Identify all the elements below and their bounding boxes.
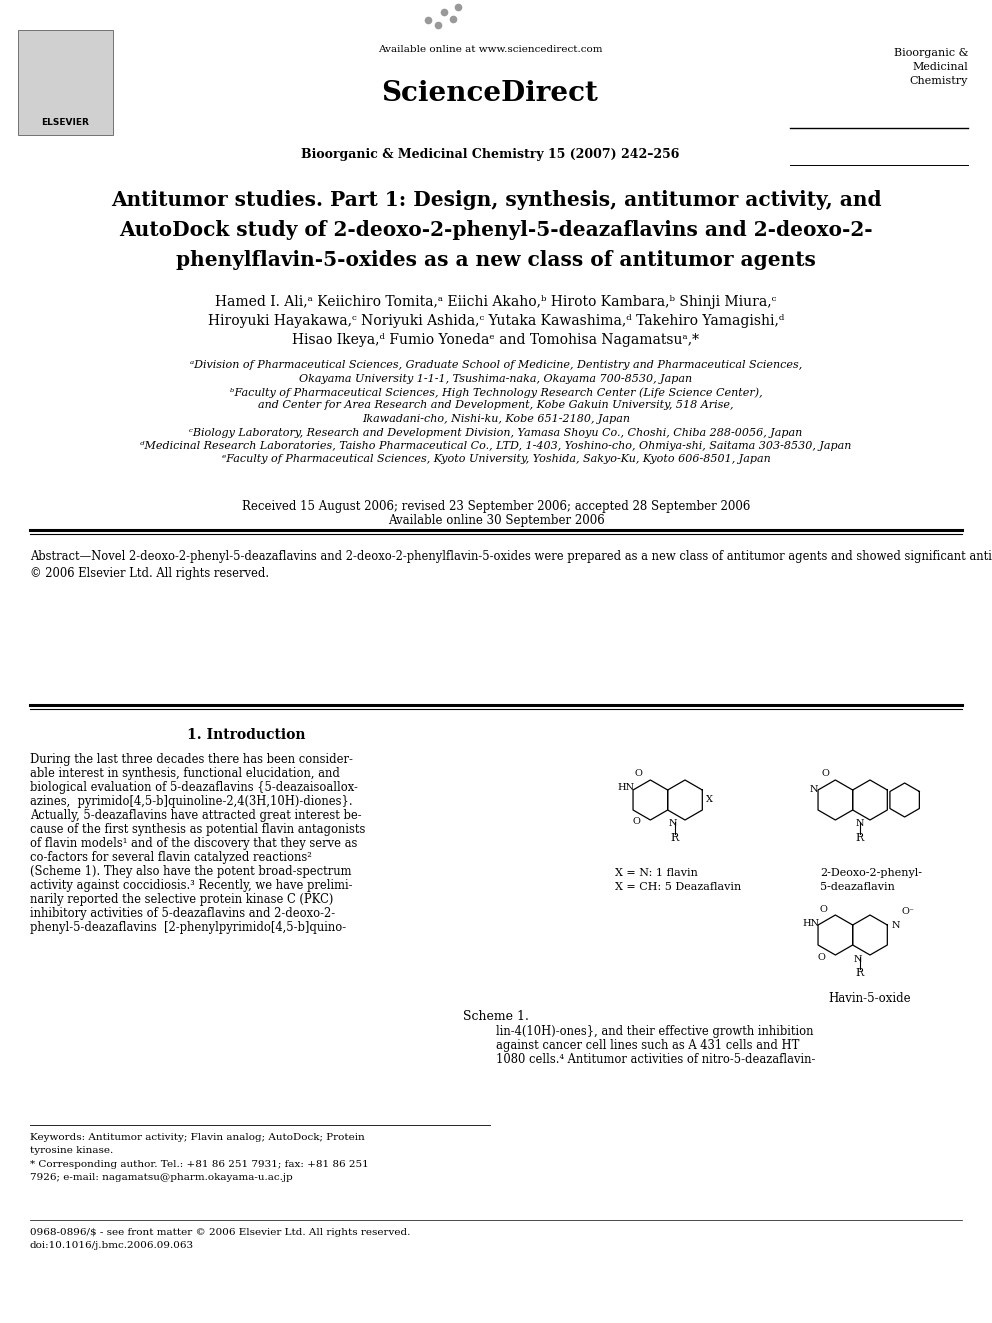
- Text: N: N: [854, 954, 862, 963]
- Text: phenyl-5-deazaflavins  [2-phenylpyrimido[4,5-b]quino-: phenyl-5-deazaflavins [2-phenylpyrimido[…: [30, 921, 346, 934]
- Text: O: O: [819, 905, 827, 913]
- Text: azines,  pyrimido[4,5-b]quinoline-2,4(3H,10H)-diones}.: azines, pyrimido[4,5-b]quinoline-2,4(3H,…: [30, 795, 352, 808]
- Text: ᵈMedicinal Research Laboratories, Taisho Pharmaceutical Co., LTD, 1-403, Yoshino: ᵈMedicinal Research Laboratories, Taisho…: [140, 441, 852, 451]
- Text: N: N: [809, 786, 817, 795]
- Text: R: R: [856, 833, 864, 843]
- Text: Havin-5-oxide: Havin-5-oxide: [828, 992, 912, 1005]
- Text: ScienceDirect: ScienceDirect: [382, 79, 598, 107]
- Text: ᵇFaculty of Pharmaceutical Sciences, High Technology Research Center (Life Scien: ᵇFaculty of Pharmaceutical Sciences, Hig…: [230, 388, 762, 398]
- Text: HN: HN: [803, 918, 820, 927]
- Text: Received 15 August 2006; revised 23 September 2006; accepted 28 September 2006: Received 15 August 2006; revised 23 Sept…: [242, 500, 750, 513]
- Text: R: R: [856, 968, 864, 978]
- Text: Available online 30 September 2006: Available online 30 September 2006: [388, 515, 604, 527]
- Text: Bioorganic & Medicinal Chemistry 15 (2007) 242–256: Bioorganic & Medicinal Chemistry 15 (200…: [301, 148, 680, 161]
- Text: O: O: [821, 770, 829, 778]
- Text: O: O: [817, 953, 825, 962]
- Text: tyrosine kinase.: tyrosine kinase.: [30, 1146, 113, 1155]
- Text: doi:10.1016/j.bmc.2006.09.063: doi:10.1016/j.bmc.2006.09.063: [30, 1241, 194, 1250]
- Text: O: O: [635, 770, 642, 778]
- Text: Ikawadani-cho, Nishi-ku, Kobe 651-2180, Japan: Ikawadani-cho, Nishi-ku, Kobe 651-2180, …: [362, 414, 630, 423]
- Text: (Scheme 1). They also have the potent broad-spectrum: (Scheme 1). They also have the potent br…: [30, 865, 351, 878]
- Text: cause of the first synthesis as potential flavin antagonists: cause of the first synthesis as potentia…: [30, 823, 365, 836]
- Text: N: N: [669, 819, 678, 828]
- Text: biological evaluation of 5-deazaflavins {5-deazaisoallox-: biological evaluation of 5-deazaflavins …: [30, 781, 358, 794]
- Text: activity against coccidiosis.³ Recently, we have prelimi-: activity against coccidiosis.³ Recently,…: [30, 878, 352, 892]
- Text: narily reported the selective protein kinase C (PKC): narily reported the selective protein ki…: [30, 893, 333, 906]
- Text: against cancer cell lines such as A 431 cells and HT: against cancer cell lines such as A 431 …: [496, 1039, 800, 1052]
- Text: Okayama University 1-1-1, Tsushima-naka, Okayama 700-8530, Japan: Okayama University 1-1-1, Tsushima-naka,…: [300, 373, 692, 384]
- Text: 2-Deoxo-2-phenyl-: 2-Deoxo-2-phenyl-: [820, 868, 922, 878]
- Text: HN: HN: [618, 783, 635, 792]
- Text: R: R: [671, 833, 680, 843]
- Text: ᵉFaculty of Pharmaceutical Sciences, Kyoto University, Yoshida, Sakyo-Ku, Kyoto : ᵉFaculty of Pharmaceutical Sciences, Kyo…: [221, 455, 771, 464]
- Text: Hisao Ikeya,ᵈ Fumio Yonedaᵉ and Tomohisa Nagamatsuᵃ,*: Hisao Ikeya,ᵈ Fumio Yonedaᵉ and Tomohisa…: [293, 333, 699, 347]
- Text: co-factors for several flavin catalyzed reactions²: co-factors for several flavin catalyzed …: [30, 851, 311, 864]
- Text: Scheme 1.: Scheme 1.: [463, 1009, 529, 1023]
- Text: N: N: [856, 819, 864, 828]
- Text: 0968-0896/$ - see front matter © 2006 Elsevier Ltd. All rights reserved.: 0968-0896/$ - see front matter © 2006 El…: [30, 1228, 411, 1237]
- Text: O: O: [633, 818, 640, 827]
- Text: During the last three decades there has been consider-: During the last three decades there has …: [30, 753, 353, 766]
- Text: Keywords: Antitumor activity; Flavin analog; AutoDock; Protein: Keywords: Antitumor activity; Flavin ana…: [30, 1132, 365, 1142]
- Text: ELSEVIER: ELSEVIER: [42, 118, 89, 127]
- Text: of flavin models¹ and of the discovery that they serve as: of flavin models¹ and of the discovery t…: [30, 837, 357, 849]
- Text: Hiroyuki Hayakawa,ᶜ Noriyuki Ashida,ᶜ Yutaka Kawashima,ᵈ Takehiro Yamagishi,ᵈ: Hiroyuki Hayakawa,ᶜ Noriyuki Ashida,ᶜ Yu…: [207, 314, 785, 328]
- Text: Bioorganic &
Medicinal
Chemistry: Bioorganic & Medicinal Chemistry: [894, 48, 968, 86]
- Text: X = CH: 5 Deazaflavin: X = CH: 5 Deazaflavin: [615, 882, 741, 892]
- Text: ᵃDivision of Pharmaceutical Sciences, Graduate School of Medicine, Dentistry and: ᵃDivision of Pharmaceutical Sciences, Gr…: [189, 360, 803, 370]
- Text: X: X: [705, 795, 712, 804]
- Bar: [18, 30, 113, 135]
- Text: Available online at www.sciencedirect.com: Available online at www.sciencedirect.co…: [378, 45, 602, 54]
- Text: Abstract—Novel 2-deoxo-2-phenyl-5-deazaflavins and 2-deoxo-2-phenylflavin-5-oxid: Abstract—Novel 2-deoxo-2-phenyl-5-deazaf…: [30, 550, 992, 581]
- Text: lin-4(10H)-ones}, and their effective growth inhibition: lin-4(10H)-ones}, and their effective gr…: [496, 1025, 813, 1039]
- Text: Hamed I. Ali,ᵃ Keiichiro Tomita,ᵃ Eiichi Akaho,ᵇ Hiroto Kambara,ᵇ Shinji Miura,ᶜ: Hamed I. Ali,ᵃ Keiichiro Tomita,ᵃ Eiichi…: [215, 295, 777, 310]
- Text: Actually, 5-deazaflavins have attracted great interest be-: Actually, 5-deazaflavins have attracted …: [30, 808, 362, 822]
- Text: 1. Introduction: 1. Introduction: [186, 728, 306, 742]
- Text: ᶜBiology Laboratory, Research and Development Division, Yamasa Shoyu Co., Choshi: ᶜBiology Laboratory, Research and Develo…: [189, 427, 803, 438]
- Text: 7926; e-mail: nagamatsu@pharm.okayama-u.ac.jp: 7926; e-mail: nagamatsu@pharm.okayama-u.…: [30, 1174, 293, 1181]
- Text: * Corresponding author. Tel.: +81 86 251 7931; fax: +81 86 251: * Corresponding author. Tel.: +81 86 251…: [30, 1160, 369, 1170]
- Text: 1080 cells.⁴ Antitumor activities of nitro-5-deazaflavin-: 1080 cells.⁴ Antitumor activities of nit…: [496, 1053, 815, 1066]
- Text: and Center for Area Research and Development, Kobe Gakuin University, 518 Arise,: and Center for Area Research and Develop…: [258, 401, 734, 410]
- Text: phenylflavin-5-oxides as a new class of antitumor agents: phenylflavin-5-oxides as a new class of …: [176, 250, 816, 270]
- Text: Antitumor studies. Part 1: Design, synthesis, antitumor activity, and: Antitumor studies. Part 1: Design, synth…: [111, 191, 881, 210]
- Text: inhibitory activities of 5-deazaflavins and 2-deoxo-2-: inhibitory activities of 5-deazaflavins …: [30, 908, 335, 919]
- Text: X = N: 1 flavin: X = N: 1 flavin: [615, 868, 698, 878]
- Text: able interest in synthesis, functional elucidation, and: able interest in synthesis, functional e…: [30, 767, 340, 781]
- Text: AutoDock study of 2-deoxo-2-phenyl-5-deazaflavins and 2-deoxo-2-: AutoDock study of 2-deoxo-2-phenyl-5-dea…: [119, 220, 873, 239]
- Text: O⁻: O⁻: [902, 906, 915, 916]
- Text: N: N: [892, 921, 901, 930]
- Text: 5-deazaflavin: 5-deazaflavin: [820, 882, 895, 892]
